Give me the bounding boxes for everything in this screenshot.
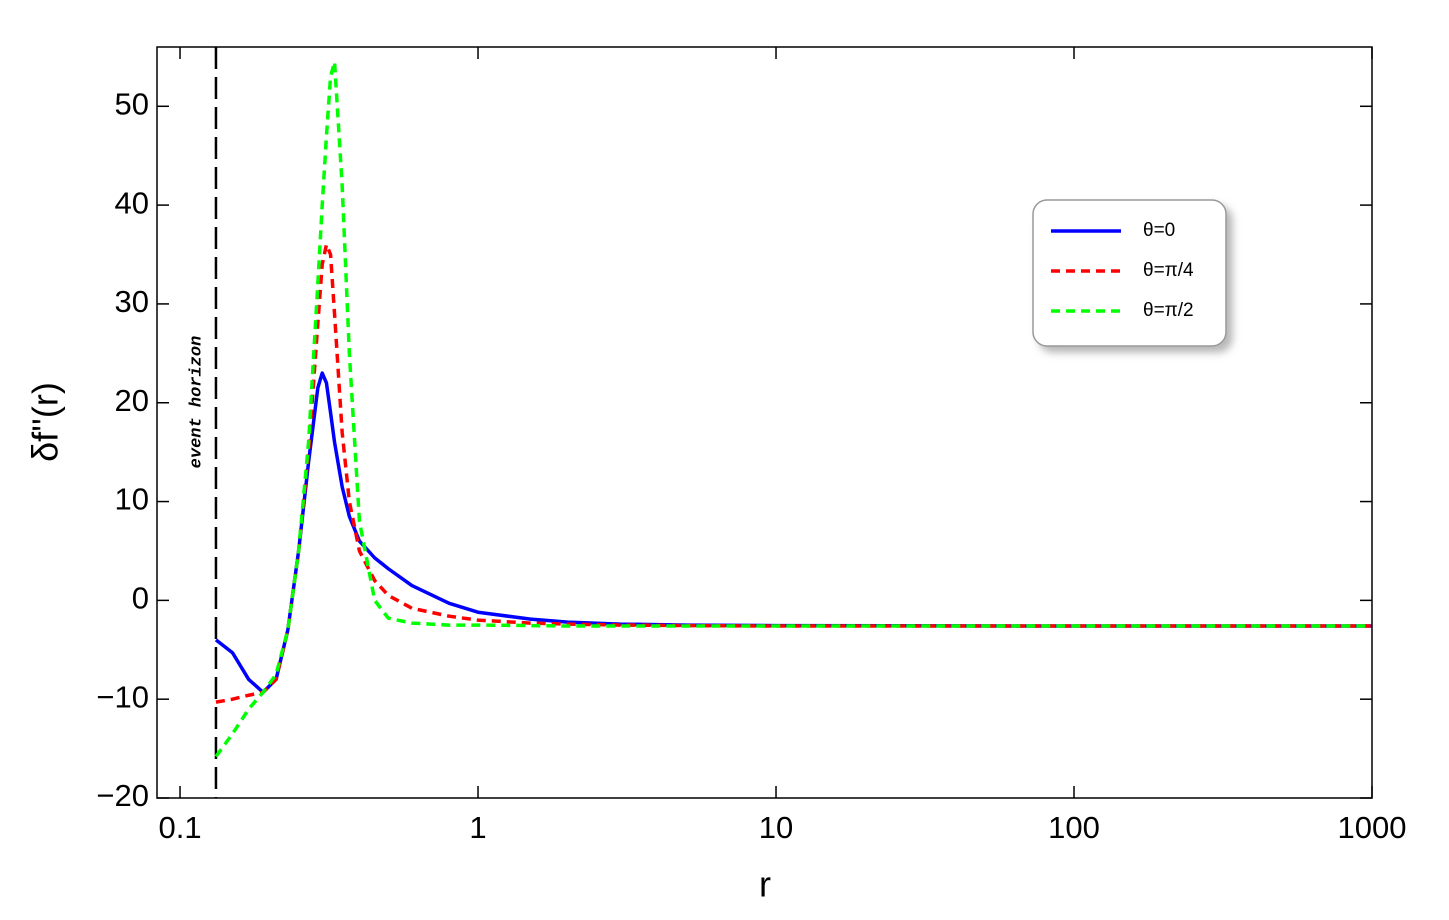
x-tick-label: 100 <box>1048 810 1100 845</box>
event-horizon-label: event horizon <box>187 336 206 469</box>
x-tick-label: 10 <box>759 810 793 845</box>
x-tick-label: 1 <box>469 810 486 845</box>
plot-frame <box>156 46 1373 799</box>
legend-label: θ=0 <box>1143 220 1175 241</box>
y-tick-label: −20 <box>96 778 149 813</box>
series-line <box>214 60 1372 758</box>
y-tick-label: 0 <box>132 581 149 616</box>
series-line <box>214 371 1372 695</box>
y-tick-label: 50 <box>115 86 149 121</box>
legend: θ=0 θ=π/4 θ=π/2 <box>1032 199 1227 347</box>
legend-label: θ=π/4 <box>1143 260 1194 281</box>
y-axis-label: δf''(r) <box>25 382 66 462</box>
x-tick-label: 1000 <box>1338 810 1407 845</box>
y-tick-label: 10 <box>115 482 149 517</box>
legend-box <box>1032 199 1227 347</box>
x-axis-label: r <box>759 864 771 905</box>
x-tick-label: 0.1 <box>158 810 201 845</box>
legend-label: θ=π/2 <box>1143 300 1194 321</box>
y-tick-label: 30 <box>115 284 149 319</box>
y-tick-label: 20 <box>115 383 149 418</box>
y-tick-label: −10 <box>96 679 149 714</box>
y-tick-label: 40 <box>115 185 149 220</box>
